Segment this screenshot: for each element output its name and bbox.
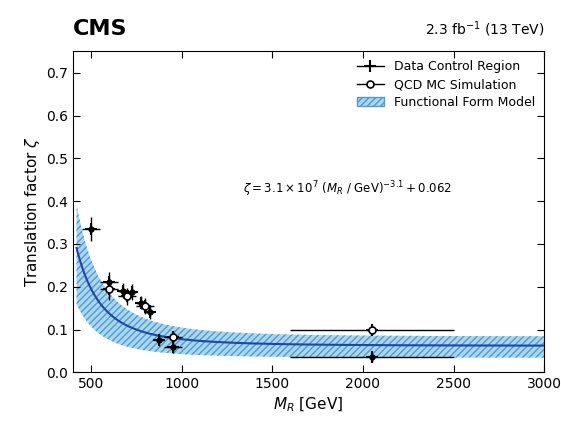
Y-axis label: Translation factor $\zeta$: Translation factor $\zeta$ <box>23 137 42 287</box>
Text: $\zeta = 3.1\times10^{7}\ (M_R\ /\ \mathrm{GeV})^{-3.1} + 0.062$: $\zeta = 3.1\times10^{7}\ (M_R\ /\ \math… <box>242 180 452 199</box>
Text: CMS: CMS <box>73 18 127 39</box>
Text: 2.3 fb$^{-1}$ (13 TeV): 2.3 fb$^{-1}$ (13 TeV) <box>425 19 544 39</box>
Legend: Data Control Region, QCD MC Simulation, Functional Form Model: Data Control Region, QCD MC Simulation, … <box>352 55 540 114</box>
X-axis label: $M_R$ [GeV]: $M_R$ [GeV] <box>273 395 344 414</box>
